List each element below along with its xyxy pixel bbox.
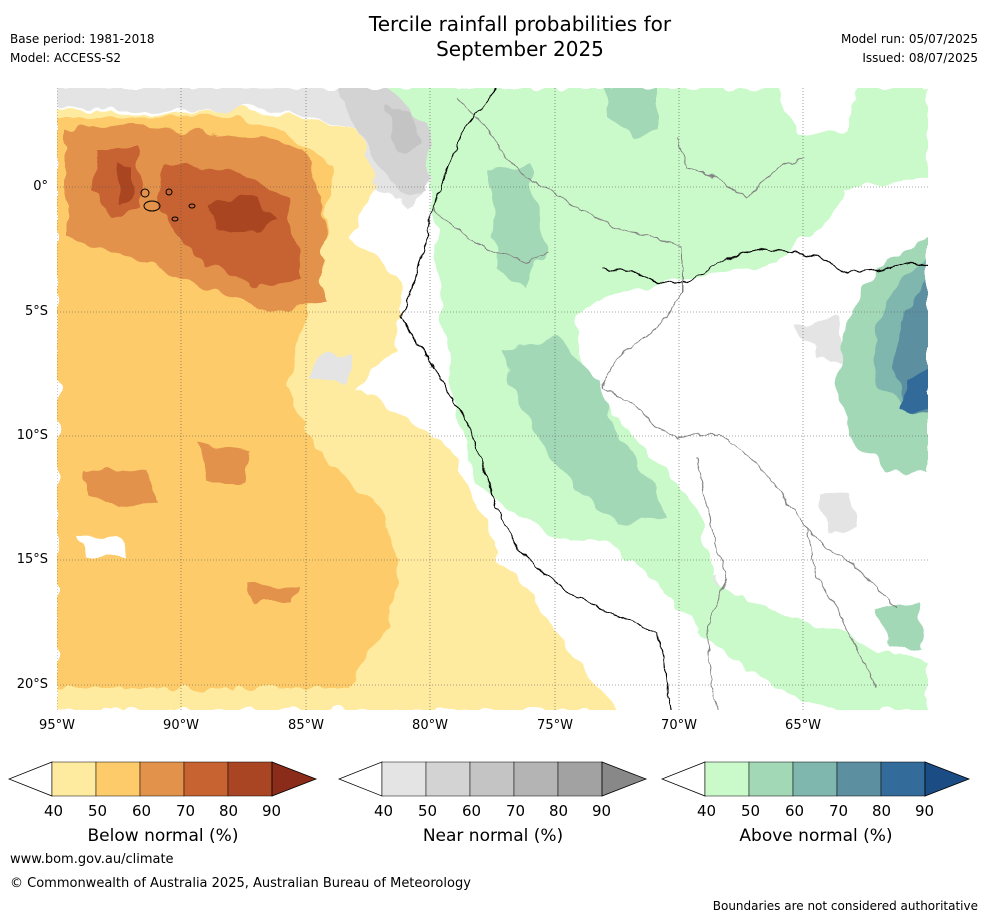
- near-tick-50: 50: [418, 802, 438, 820]
- near-colorbar-over: [601, 761, 648, 797]
- base-period: Base period: 1981-2018: [10, 32, 155, 46]
- below-tick-40: 40: [44, 802, 64, 820]
- country-borders: [431, 97, 898, 710]
- lat-label-10s: 10°S: [16, 428, 48, 443]
- above-colorbar-segment: [836, 761, 882, 797]
- above-tick-90: 90: [915, 802, 935, 820]
- website-link[interactable]: www.bom.gov.au/climate: [10, 852, 174, 867]
- above-colorbar-segment: [704, 761, 750, 797]
- title-line-1: Tercile rainfall probabilities for: [368, 12, 672, 36]
- colorbar-below: [8, 761, 318, 797]
- lon-label-70w: 70°W: [661, 718, 697, 733]
- below-colorbar-segment: [95, 761, 141, 797]
- meta-right: Model run: 05/07/2025 Issued: 08/07/2025: [841, 30, 978, 68]
- below-colorbar-segment: [227, 761, 273, 797]
- below-normal-fields: [57, 108, 677, 710]
- near-tick-90: 90: [592, 802, 612, 820]
- lon-label-90w: 90°W: [163, 718, 199, 733]
- title-line-2: September 2025: [436, 37, 604, 61]
- below-colorbar-under: [8, 761, 53, 797]
- lon-label-85w: 85°W: [288, 718, 324, 733]
- near-colorbar-under: [338, 761, 383, 797]
- lon-label-95w: 95°W: [39, 718, 75, 733]
- above-colorbar-segment: [748, 761, 794, 797]
- lon-label-80w: 80°W: [412, 718, 448, 733]
- lon-label-65w: 65°W: [785, 718, 821, 733]
- lon-label-75w: 75°W: [537, 718, 573, 733]
- below-tick-60: 60: [132, 802, 152, 820]
- page-title: Tercile rainfall probabilities for Septe…: [0, 12, 988, 62]
- above-colorbar-under: [661, 761, 706, 797]
- copyright: © Commonwealth of Australia 2025, Austra…: [10, 876, 471, 891]
- above-normal-fields: [387, 88, 928, 710]
- model-name: Model: ACCESS-S2: [10, 51, 122, 65]
- near-colorbar-segment: [425, 761, 471, 797]
- near-colorbar-segment: [469, 761, 515, 797]
- above-tick-50: 50: [741, 802, 761, 820]
- below-colorbar-segment: [183, 761, 229, 797]
- below-tick-70: 70: [176, 802, 196, 820]
- colorbar-above: [661, 761, 971, 797]
- above-tick-80: 80: [872, 802, 892, 820]
- below-tick-80: 80: [219, 802, 239, 820]
- lat-label-15s: 15°S: [16, 552, 48, 567]
- above-tick-70: 70: [829, 802, 849, 820]
- near-colorbar-segment: [557, 761, 603, 797]
- lat-label-5s: 5°S: [24, 304, 48, 319]
- model-run: Model run: 05/07/2025: [840, 32, 978, 46]
- galapagos-islands: [140, 188, 196, 222]
- meta-left: Base period: 1981-2018 Model: ACCESS-S2: [10, 30, 155, 68]
- near-tick-60: 60: [462, 802, 482, 820]
- above-tick-60: 60: [785, 802, 805, 820]
- colorbar-above-title: Above normal (%): [739, 826, 893, 846]
- near-tick-40: 40: [374, 802, 394, 820]
- below-tick-50: 50: [88, 802, 108, 820]
- near-colorbar-segment: [381, 761, 427, 797]
- colorbar-near-title: Near normal (%): [422, 826, 564, 846]
- land-white-areas: [77, 88, 928, 710]
- lat-label-0: 0°: [33, 179, 48, 194]
- below-colorbar-segment: [51, 761, 97, 797]
- disclaimer: Boundaries are not considered authoritat…: [712, 899, 978, 913]
- lat-label-20s: 20°S: [16, 677, 48, 692]
- above-colorbar-segment: [880, 761, 926, 797]
- above-tick-40: 40: [697, 802, 717, 820]
- below-tick-90: 90: [262, 802, 282, 820]
- below-colorbar-over: [271, 761, 318, 797]
- probability-map: [57, 88, 928, 710]
- river-line: [601, 247, 928, 284]
- near-colorbar-segment: [513, 761, 559, 797]
- near-tick-80: 80: [549, 802, 569, 820]
- issued-date: Issued: 08/07/2025: [862, 51, 978, 65]
- gridlines: [57, 88, 928, 710]
- colorbar-near: [338, 761, 648, 797]
- above-colorbar-segment: [792, 761, 838, 797]
- below-colorbar-segment: [139, 761, 185, 797]
- near-tick-70: 70: [506, 802, 526, 820]
- above-colorbar-over: [924, 761, 971, 797]
- coastline: [401, 88, 673, 710]
- colorbar-below-title: Below normal (%): [87, 826, 239, 846]
